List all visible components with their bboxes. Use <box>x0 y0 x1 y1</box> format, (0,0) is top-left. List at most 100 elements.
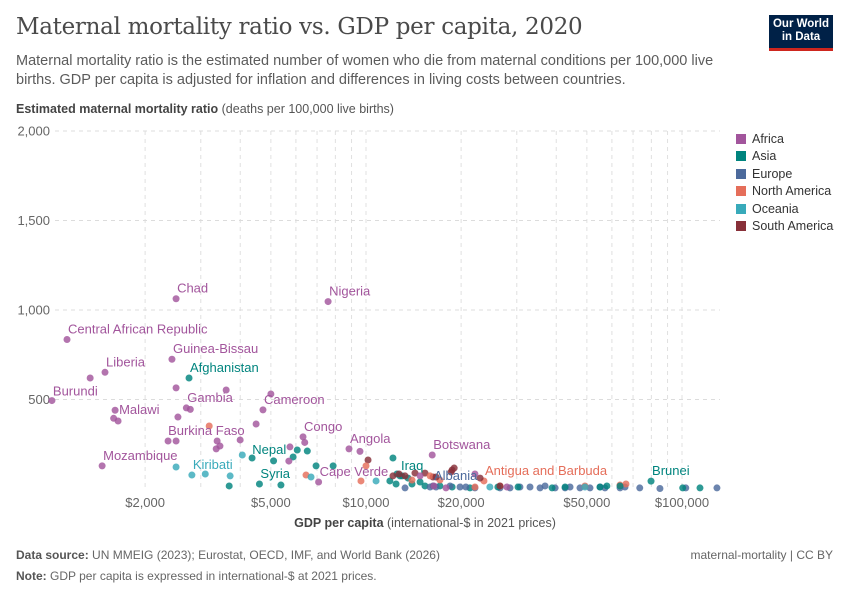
data-point[interactable] <box>616 482 624 490</box>
data-point[interactable] <box>713 484 721 492</box>
data-point[interactable] <box>416 472 424 480</box>
data-point[interactable] <box>514 483 522 491</box>
data-point[interactable] <box>416 478 424 486</box>
data-point[interactable] <box>212 445 220 453</box>
data-point[interactable] <box>222 386 230 394</box>
point-label: Nepal <box>252 442 286 457</box>
owid-logo[interactable]: Our World in Data <box>769 15 833 51</box>
data-point[interactable] <box>114 417 122 425</box>
data-point[interactable] <box>561 483 569 491</box>
data-point[interactable] <box>503 483 511 491</box>
data-point[interactable] <box>456 483 464 491</box>
data-point[interactable] <box>185 374 193 382</box>
data-point[interactable] <box>315 478 323 486</box>
data-point[interactable] <box>98 462 106 470</box>
data-point[interactable] <box>696 484 704 492</box>
legend-item[interactable]: Europe <box>736 165 833 183</box>
data-point[interactable] <box>255 480 263 488</box>
data-point[interactable] <box>603 482 611 490</box>
data-point[interactable] <box>496 482 504 490</box>
data-point[interactable] <box>408 476 416 484</box>
data-point[interactable] <box>345 445 353 453</box>
data-point[interactable] <box>236 436 244 444</box>
data-point[interactable] <box>476 474 484 482</box>
data-point[interactable] <box>471 483 479 491</box>
data-point[interactable] <box>301 438 309 446</box>
data-point[interactable] <box>428 451 436 459</box>
data-point[interactable] <box>48 397 56 405</box>
data-point[interactable] <box>357 477 365 485</box>
data-point[interactable] <box>168 355 176 363</box>
data-point[interactable] <box>647 477 655 485</box>
data-point[interactable] <box>324 298 332 306</box>
data-point[interactable] <box>267 390 275 398</box>
data-point[interactable] <box>541 482 549 490</box>
data-point[interactable] <box>293 446 301 454</box>
data-point[interactable] <box>63 336 71 344</box>
legend-item[interactable]: Asia <box>736 148 833 166</box>
data-point[interactable] <box>372 477 380 485</box>
data-point[interactable] <box>86 374 94 382</box>
data-point[interactable] <box>356 447 364 455</box>
data-point[interactable] <box>442 484 450 492</box>
data-point[interactable] <box>447 468 455 476</box>
legend-item[interactable]: Africa <box>736 130 833 148</box>
data-point[interactable] <box>486 483 494 491</box>
data-point[interactable] <box>471 470 479 478</box>
data-point[interactable] <box>205 422 213 430</box>
data-point[interactable] <box>307 473 315 481</box>
legend-item[interactable]: North America <box>736 183 833 201</box>
data-point[interactable] <box>401 484 409 492</box>
data-point[interactable] <box>186 405 194 413</box>
data-point[interactable] <box>111 406 119 414</box>
data-point[interactable] <box>172 295 180 303</box>
data-point[interactable] <box>225 482 233 490</box>
data-point[interactable] <box>164 437 172 445</box>
data-point[interactable] <box>172 384 180 392</box>
legend-item[interactable]: South America <box>736 218 833 236</box>
data-point[interactable] <box>426 472 434 480</box>
data-point[interactable] <box>286 443 294 451</box>
data-point[interactable] <box>101 368 109 376</box>
data-point[interactable] <box>389 454 397 462</box>
data-point[interactable] <box>201 470 209 478</box>
data-point[interactable] <box>566 483 574 491</box>
data-point[interactable] <box>172 437 180 445</box>
data-point[interactable] <box>401 472 409 480</box>
data-point[interactable] <box>548 484 556 492</box>
data-point[interactable] <box>679 484 687 492</box>
data-point[interactable] <box>285 457 293 465</box>
data-point[interactable] <box>248 454 256 462</box>
data-point[interactable] <box>188 471 196 479</box>
data-point[interactable] <box>581 483 589 491</box>
data-point[interactable] <box>364 456 372 464</box>
data-point[interactable] <box>462 483 470 491</box>
data-point[interactable] <box>430 482 438 490</box>
data-point[interactable] <box>389 472 397 480</box>
data-point[interactable] <box>432 473 440 481</box>
data-point[interactable] <box>622 480 630 488</box>
data-point[interactable] <box>526 483 534 491</box>
data-point[interactable] <box>226 472 234 480</box>
data-point[interactable] <box>386 477 394 485</box>
data-point[interactable] <box>252 420 260 428</box>
data-point[interactable] <box>596 483 604 491</box>
data-point[interactable] <box>312 462 320 470</box>
data-point[interactable] <box>238 451 246 459</box>
data-point[interactable] <box>299 433 307 441</box>
data-point[interactable] <box>411 469 419 477</box>
data-point[interactable] <box>395 470 403 478</box>
data-point[interactable] <box>270 457 278 465</box>
data-point[interactable] <box>259 406 267 414</box>
data-point[interactable] <box>303 447 311 455</box>
data-point[interactable] <box>392 480 400 488</box>
data-point[interactable] <box>174 413 182 421</box>
data-point[interactable] <box>636 484 644 492</box>
legend-item[interactable]: Oceania <box>736 200 833 218</box>
slug-license[interactable]: maternal-mortality | CC BY <box>690 548 833 562</box>
data-point[interactable] <box>329 462 337 470</box>
data-point[interactable] <box>362 462 370 470</box>
data-point[interactable] <box>656 484 664 492</box>
data-point[interactable] <box>172 463 180 471</box>
data-point[interactable] <box>277 481 285 489</box>
